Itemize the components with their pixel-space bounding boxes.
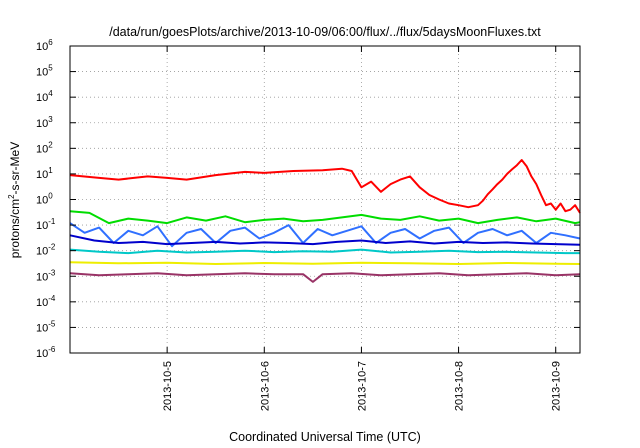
y-tick-base: 10 xyxy=(36,143,48,155)
y-tick-base: 10 xyxy=(36,246,48,258)
x-tick-label: 2013-10-9 xyxy=(551,361,563,411)
y-tick-base: 10 xyxy=(36,195,48,207)
x-tick-label: 2013-10-5 xyxy=(162,361,174,411)
series-line-6 xyxy=(69,272,581,283)
y-tick-exponent: 1 xyxy=(48,166,53,175)
y-axis-label-prefix: protons/cm xyxy=(8,199,22,258)
y-tick-exponent: -1 xyxy=(48,217,56,226)
series-line-3 xyxy=(69,234,581,246)
series-line-0 xyxy=(69,159,581,214)
chart-title: /data/run/goesPlots/archive/2013-10-09/0… xyxy=(109,25,541,39)
y-tick-base: 10 xyxy=(36,348,48,360)
y-tick-exponent: -4 xyxy=(48,294,56,303)
y-tick-label: 10-3 xyxy=(36,268,56,283)
series-line-2 xyxy=(69,222,581,248)
y-tick-label: 102 xyxy=(36,140,53,155)
y-tick-base: 10 xyxy=(36,297,48,309)
y-axis-label: protons/cm2-s-sr-MeV xyxy=(7,142,22,258)
x-tick-label: 2013-10-6 xyxy=(259,361,271,411)
y-tick-exponent: 0 xyxy=(48,192,53,201)
y-tick-exponent: -2 xyxy=(48,243,56,252)
y-tick-exponent: 4 xyxy=(48,89,53,98)
y-tick-exponent: -6 xyxy=(48,345,56,354)
y-tick-base: 10 xyxy=(36,220,48,232)
y-tick-base: 10 xyxy=(36,92,48,104)
y-tick-exponent: -5 xyxy=(48,319,56,328)
x-tick-label: 2013-10-7 xyxy=(356,361,368,411)
y-axis-label-superscript: 2 xyxy=(7,194,16,199)
x-axis-label: Coordinated Universal Time (UTC) xyxy=(229,430,421,444)
y-tick-label: 10-5 xyxy=(36,319,56,334)
y-tick-label: 10-1 xyxy=(36,217,56,232)
y-tick-exponent: 2 xyxy=(48,140,53,149)
y-tick-base: 10 xyxy=(36,118,48,130)
y-tick-base: 10 xyxy=(36,271,48,283)
y-tick-base: 10 xyxy=(36,41,48,53)
series-group xyxy=(69,159,581,283)
y-tick-label: 106 xyxy=(36,38,53,53)
y-tick-label: 103 xyxy=(36,115,53,130)
series-line-4 xyxy=(69,248,580,255)
series-line-1 xyxy=(69,210,581,225)
y-tick-label: 10-4 xyxy=(36,294,56,309)
y-tick-base: 10 xyxy=(36,322,48,334)
y-tick-label: 10-6 xyxy=(36,345,56,360)
y-tick-exponent: 3 xyxy=(48,115,53,124)
y-tick-base: 10 xyxy=(36,169,48,181)
x-axis-ticks: 2013-10-5 2013-10-6 2013-10-7 2013-10-8 2013… xyxy=(162,46,563,411)
y-tick-label: 10-2 xyxy=(36,243,56,258)
y-tick-label: 100 xyxy=(36,192,53,207)
x-tick-label: 2013-10-8 xyxy=(454,361,466,411)
y-axis-label-suffix: -s-sr-MeV xyxy=(8,142,22,195)
y-tick-label: 101 xyxy=(36,166,53,181)
y-tick-label: 104 xyxy=(36,89,53,104)
y-axis-ticks: 10-610-510-410-310-210-11001011021031041… xyxy=(36,38,580,360)
y-tick-exponent: 5 xyxy=(48,64,53,73)
y-tick-base: 10 xyxy=(36,67,48,79)
y-tick-exponent: -3 xyxy=(48,268,56,277)
y-tick-label: 105 xyxy=(36,64,53,79)
grid-lines xyxy=(70,46,580,353)
y-tick-exponent: 6 xyxy=(48,38,53,47)
series-line-5 xyxy=(69,261,581,265)
